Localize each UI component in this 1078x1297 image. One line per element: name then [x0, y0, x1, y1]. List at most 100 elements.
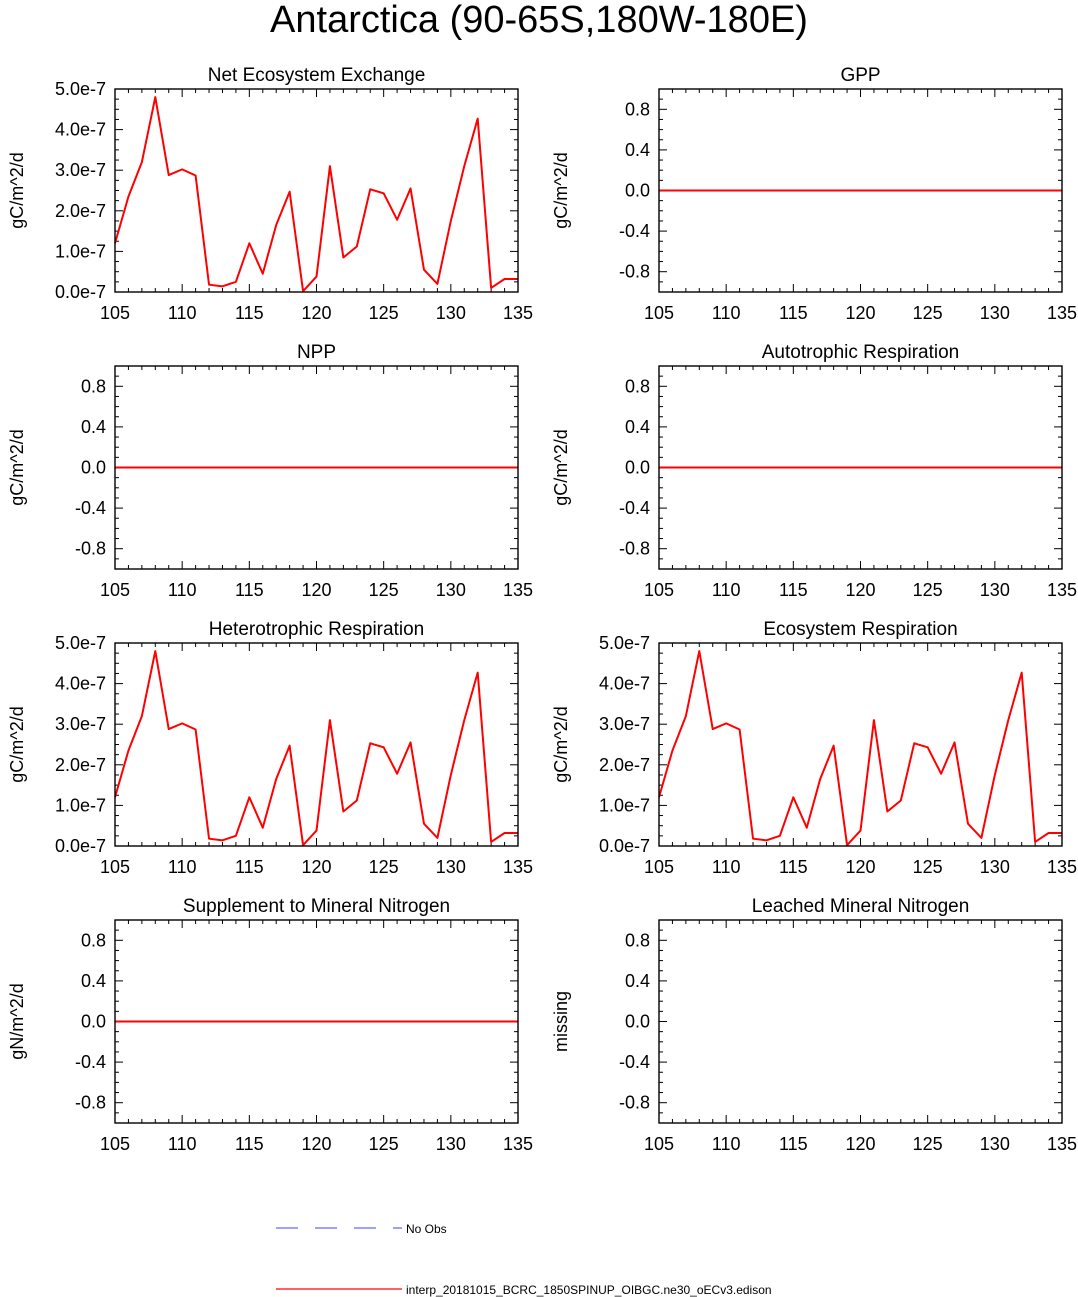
y-tick-label: 4.0e-7: [55, 674, 106, 694]
y-axis-label: missing: [551, 991, 571, 1052]
x-tick-label: 110: [712, 580, 741, 600]
x-tick-label: 115: [779, 303, 808, 323]
x-tick-label: 120: [845, 303, 875, 323]
y-tick-label: -0.4: [619, 221, 650, 241]
x-tick-label: 110: [712, 303, 741, 323]
x-tick-label: 135: [1047, 1134, 1077, 1154]
y-axis-label: gC/m^2/d: [7, 706, 27, 782]
y-tick-label: -0.4: [75, 498, 106, 518]
x-tick-label: 110: [168, 857, 197, 877]
y-tick-label: -0.8: [619, 539, 650, 559]
y-tick-label: 1.0e-7: [55, 241, 106, 261]
x-tick-label: 130: [980, 857, 1010, 877]
x-tick-label: 120: [301, 303, 331, 323]
y-tick-label: -0.8: [75, 539, 106, 559]
y-tick-label: 0.4: [625, 417, 650, 437]
x-tick-label: 125: [913, 857, 943, 877]
panel-title: Leached Mineral Nitrogen: [752, 896, 970, 917]
x-tick-label: 120: [845, 580, 875, 600]
x-tick-label: 115: [235, 303, 264, 323]
x-tick-label: 125: [913, 1134, 943, 1154]
y-tick-label: -0.8: [619, 262, 650, 282]
x-tick-label: 115: [779, 857, 808, 877]
plot-frame: [114, 365, 519, 570]
y-tick-label: 3.0e-7: [599, 714, 650, 734]
x-tick-label: 110: [712, 1134, 741, 1154]
panel-title: Autotrophic Respiration: [762, 342, 960, 363]
x-tick-label: 110: [712, 857, 741, 877]
x-tick-label: 135: [503, 1134, 533, 1154]
x-tick-label: 120: [301, 1134, 331, 1154]
legend-obs-label: No Obs: [406, 1222, 447, 1236]
x-tick-label: 105: [100, 303, 130, 323]
panel-title: Ecosystem Respiration: [763, 619, 957, 640]
y-tick-label: 0.0e-7: [599, 836, 650, 856]
x-tick-label: 125: [369, 857, 399, 877]
panel-title: NPP: [297, 342, 336, 363]
y-tick-label: 0.8: [625, 376, 650, 396]
y-tick-label: 1.0e-7: [55, 795, 106, 815]
y-tick-label: 0.8: [81, 376, 106, 396]
figure-title: Antarctica (90-65S,180W-180E): [270, 0, 808, 41]
x-tick-label: 115: [235, 857, 264, 877]
y-tick-label: 5.0e-7: [599, 633, 650, 653]
y-tick-label: 0.8: [625, 930, 650, 950]
y-axis-label: gN/m^2/d: [7, 983, 27, 1059]
x-tick-label: 135: [503, 580, 533, 600]
x-tick-label: 130: [436, 303, 466, 323]
y-tick-label: -0.4: [75, 1052, 106, 1072]
x-tick-label: 135: [1047, 580, 1077, 600]
y-axis-label: gC/m^2/d: [551, 706, 571, 782]
x-tick-label: 125: [369, 303, 399, 323]
x-tick-label: 105: [644, 303, 674, 323]
plot-frame: [114, 642, 519, 847]
y-tick-label: 0.4: [625, 971, 650, 991]
y-tick-label: 2.0e-7: [599, 755, 650, 775]
x-tick-label: 105: [644, 580, 674, 600]
series-line: [114, 96, 518, 293]
y-tick-label: 0.4: [625, 140, 650, 160]
y-tick-label: 3.0e-7: [55, 160, 106, 180]
x-tick-label: 125: [369, 580, 399, 600]
y-tick-label: 0.8: [81, 930, 106, 950]
x-tick-label: 130: [436, 857, 466, 877]
plot-frame: [658, 365, 1063, 570]
x-tick-label: 110: [168, 303, 197, 323]
x-tick-label: 115: [235, 1134, 264, 1154]
x-tick-label: 105: [100, 857, 130, 877]
y-tick-label: 0.0: [625, 1012, 650, 1032]
x-tick-label: 120: [301, 857, 331, 877]
plot-frame: [658, 88, 1063, 293]
series-line: [114, 650, 518, 847]
y-tick-label: 0.0e-7: [55, 836, 106, 856]
x-tick-label: 115: [779, 1134, 808, 1154]
y-tick-label: 1.0e-7: [599, 795, 650, 815]
y-axis-label: gC/m^2/d: [551, 429, 571, 505]
y-tick-label: 5.0e-7: [55, 79, 106, 99]
y-tick-label: 0.4: [81, 971, 106, 991]
legend-model-label: interp_20181015_BCRC_1850SPINUP_OIBGC.ne…: [406, 1283, 772, 1297]
y-tick-label: 0.8: [625, 99, 650, 119]
x-tick-label: 135: [503, 857, 533, 877]
plot-frame: [658, 919, 1063, 1124]
y-tick-label: 0.0: [81, 1012, 106, 1032]
y-tick-label: 4.0e-7: [599, 674, 650, 694]
y-tick-label: 5.0e-7: [55, 633, 106, 653]
y-axis-label: gC/m^2/d: [551, 152, 571, 228]
x-tick-label: 125: [913, 303, 943, 323]
panel-title: Supplement to Mineral Nitrogen: [183, 896, 450, 917]
y-tick-label: 0.0: [625, 458, 650, 478]
y-tick-label: 3.0e-7: [55, 714, 106, 734]
x-tick-label: 120: [845, 857, 875, 877]
y-axis-label: gC/m^2/d: [7, 429, 27, 505]
plot-frame: [114, 919, 519, 1124]
x-tick-label: 120: [301, 580, 331, 600]
plot-frame: [114, 88, 519, 293]
x-tick-label: 115: [779, 580, 808, 600]
x-tick-label: 130: [436, 580, 466, 600]
y-tick-label: 0.4: [81, 417, 106, 437]
y-tick-label: 0.0e-7: [55, 282, 106, 302]
x-tick-label: 130: [436, 1134, 466, 1154]
x-tick-label: 120: [845, 1134, 875, 1154]
x-tick-label: 130: [980, 1134, 1010, 1154]
